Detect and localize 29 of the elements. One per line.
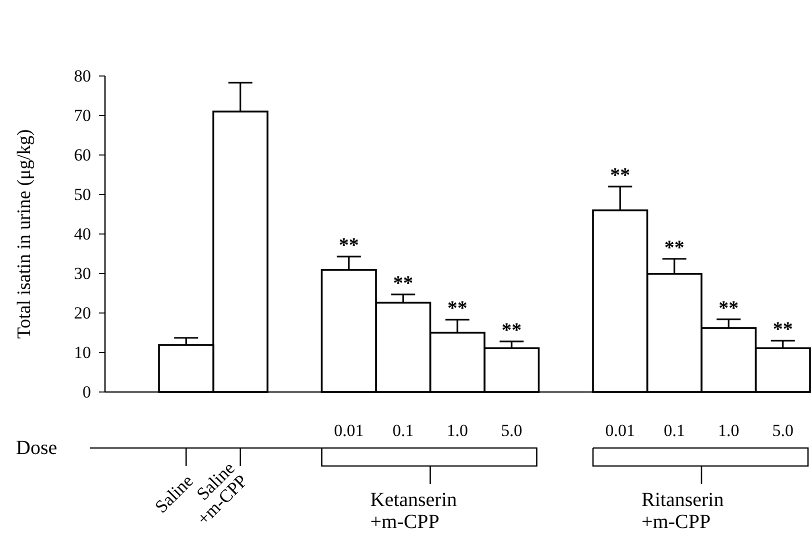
text: 0.1 — [664, 421, 685, 440]
data-label: ** — [338, 234, 359, 257]
data-label: ** — [772, 318, 793, 341]
y-tick-label: 0 — [82, 382, 91, 402]
y-tick-label: 30 — [74, 264, 91, 283]
text: 5.0 — [772, 421, 794, 440]
y-axis-title: Total isatin in urine (μg/kg) — [14, 129, 35, 339]
y-tick-label: 20 — [74, 303, 91, 322]
y-tick-label: 60 — [74, 145, 91, 164]
text: 0.01 — [605, 421, 635, 440]
data-label: ** — [664, 236, 684, 259]
text: Ketanserin +m-CPP — [370, 489, 457, 533]
data-label: ** — [447, 298, 468, 320]
text: 5.0 — [501, 421, 522, 440]
text: 1.0 — [446, 421, 468, 440]
data-label: ** — [718, 297, 739, 320]
data-label: ** — [502, 319, 522, 342]
text: Ritanserin +m-CPP — [642, 489, 724, 533]
data-label: ** — [610, 164, 630, 187]
y-tick-label: 80 — [74, 66, 91, 86]
y-tick-label: 50 — [74, 184, 91, 204]
y-tick-label: 10 — [74, 342, 91, 362]
text: 1.0 — [718, 421, 740, 440]
y-tick-label: 70 — [74, 106, 91, 125]
text: Dose — [16, 437, 58, 459]
data-label: ** — [393, 272, 414, 294]
text: 0.1 — [392, 421, 414, 440]
text: 0.01 — [334, 421, 364, 440]
y-tick-label: 40 — [74, 224, 91, 244]
